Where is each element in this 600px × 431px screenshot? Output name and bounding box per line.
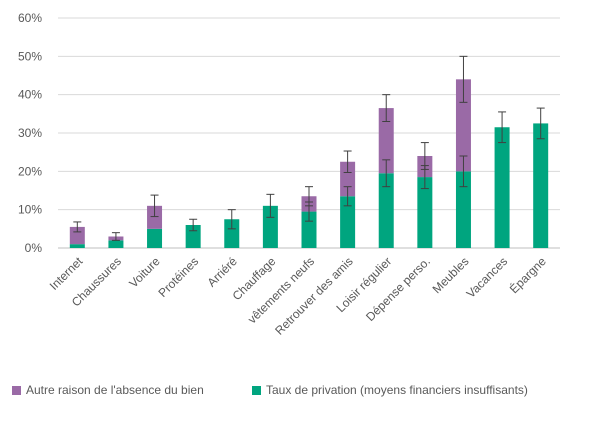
x-tick-label: Voiture [126,254,163,291]
y-tick-label: 40% [18,88,42,102]
bar-segment-autre-raison [378,108,394,174]
y-tick-label: 10% [18,203,42,217]
legend-item-autre-raison: Autre raison de l'absence du bien [12,383,204,397]
legend: Autre raison de l'absence du bien Taux d… [0,383,600,407]
bar-segment-autre-raison [69,226,85,245]
bar-segment-privation [494,127,510,248]
y-tick-label: 50% [18,49,42,63]
x-tick-label: vêtements neufs [245,254,317,326]
legend-label-taux-privation: Taux de privation (moyens financiers ins… [266,383,528,397]
bar-segment-privation [417,177,433,248]
y-tick-label: 20% [18,164,42,178]
bar-segment-privation [224,219,240,248]
x-tick-label: Arriéré [205,254,241,290]
bar-segment-autre-raison [147,205,163,229]
bar-segment-autre-raison [340,161,356,197]
x-tick-label: Épargne [506,253,549,296]
bar-segment-privation [455,171,471,248]
bar-segment-privation [262,205,278,248]
legend-item-taux-privation: Taux de privation (moyens financiers ins… [252,383,528,397]
legend-label-autre-raison: Autre raison de l'absence du bien [26,383,204,397]
x-tick-label: Protéines [156,254,202,300]
bar-segment-privation [69,244,85,248]
bar-segment-privation [340,196,356,248]
bar-segment-privation [147,228,163,248]
legend-swatch-taux-privation [252,385,261,395]
bar-segment-privation [378,173,394,248]
x-tick-label: Vacances [464,254,511,301]
bar-segment-privation [108,240,124,248]
legend-swatch-autre-raison [12,385,21,395]
y-tick-label: 0% [25,241,43,255]
y-tick-label: 30% [18,126,42,140]
bar-segment-privation [533,123,549,248]
y-tick-label: 60% [18,11,42,25]
